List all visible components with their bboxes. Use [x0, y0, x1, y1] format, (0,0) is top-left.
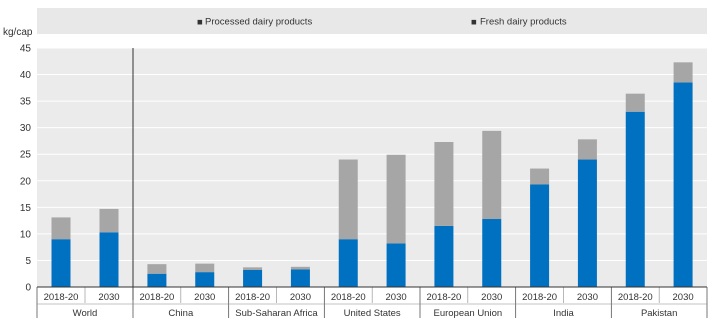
y-tick-label: 20 — [20, 176, 32, 187]
x-tick-label: 2018-20 — [44, 292, 79, 303]
legend-band — [37, 8, 707, 34]
bar-processed — [243, 267, 263, 271]
bar-processed — [434, 142, 454, 226]
bar-fresh — [195, 272, 215, 287]
bar-fresh — [673, 82, 693, 288]
bar-processed — [482, 130, 502, 220]
bar-processed — [290, 266, 310, 270]
bar-fresh — [625, 111, 645, 287]
bar-fresh — [147, 273, 167, 287]
legend-marker-processed: ■ — [197, 17, 203, 28]
y-tick-label: 10 — [20, 229, 32, 240]
bar-fresh — [51, 239, 71, 287]
bar-fresh — [290, 269, 310, 287]
y-tick-label: 0 — [25, 283, 31, 294]
x-tick-label: 2030 — [290, 292, 311, 303]
y-axis-ticks: 0 5 10 15 20 25 30 35 40 45 — [20, 44, 32, 294]
x-tick-label: 2030 — [481, 292, 502, 303]
group-label: Pakistan — [641, 308, 677, 319]
legend-label-processed: Processed dairy products — [205, 17, 312, 28]
x-tick-label: 2030 — [194, 292, 215, 303]
group-label: Sub-Saharan Africa — [235, 308, 318, 319]
plot-background — [37, 48, 707, 287]
y-tick-label: 35 — [20, 97, 32, 108]
bar-fresh — [482, 219, 502, 287]
bar-fresh — [530, 184, 550, 287]
bar-processed — [147, 264, 167, 274]
y-tick-label: 40 — [20, 70, 32, 81]
y-unit-label: kg/cap — [3, 27, 33, 38]
bar-processed — [625, 93, 645, 112]
bar-processed — [195, 263, 215, 273]
x-tick-label: 2018-20 — [426, 292, 461, 303]
bar-processed — [338, 159, 358, 240]
bars — [51, 62, 693, 288]
group-label: United States — [344, 308, 401, 319]
y-tick-label: 25 — [20, 150, 32, 161]
x-tick-label: 2030 — [98, 292, 119, 303]
y-tick-label: 15 — [20, 203, 32, 214]
group-label: China — [168, 308, 194, 319]
bar-processed — [51, 217, 71, 240]
x-tick-label: 2018-20 — [235, 292, 270, 303]
x-tick-label: 2030 — [577, 292, 598, 303]
group-label: European Union — [433, 308, 502, 319]
bar-processed — [673, 62, 693, 83]
y-tick-label: 45 — [20, 44, 32, 55]
group-label: India — [553, 308, 574, 319]
x-tick-label: 2030 — [386, 292, 407, 303]
x-tick-label: 2030 — [673, 292, 694, 303]
bar-processed — [99, 208, 119, 233]
bar-processed — [577, 139, 597, 160]
bar-fresh — [99, 232, 119, 287]
bar-fresh — [434, 225, 454, 287]
legend-marker-fresh: ■ — [471, 17, 477, 28]
bar-fresh — [243, 270, 263, 287]
legend-label-fresh: Fresh dairy products — [480, 17, 567, 28]
bar-fresh — [338, 239, 358, 287]
y-tick-label: 30 — [20, 123, 32, 134]
x-tick-label: 2018-20 — [522, 292, 557, 303]
bar-processed — [386, 154, 406, 244]
bar-fresh — [577, 159, 597, 287]
group-label: World — [73, 308, 98, 319]
bar-processed — [530, 168, 550, 185]
bar-fresh — [386, 243, 406, 287]
x-tick-label: 2018-20 — [331, 292, 366, 303]
gridlines — [37, 47, 707, 288]
x-tick-label: 2018-20 — [618, 292, 653, 303]
y-tick-label: 5 — [25, 256, 31, 267]
x-tick-label: 2018-20 — [139, 292, 174, 303]
